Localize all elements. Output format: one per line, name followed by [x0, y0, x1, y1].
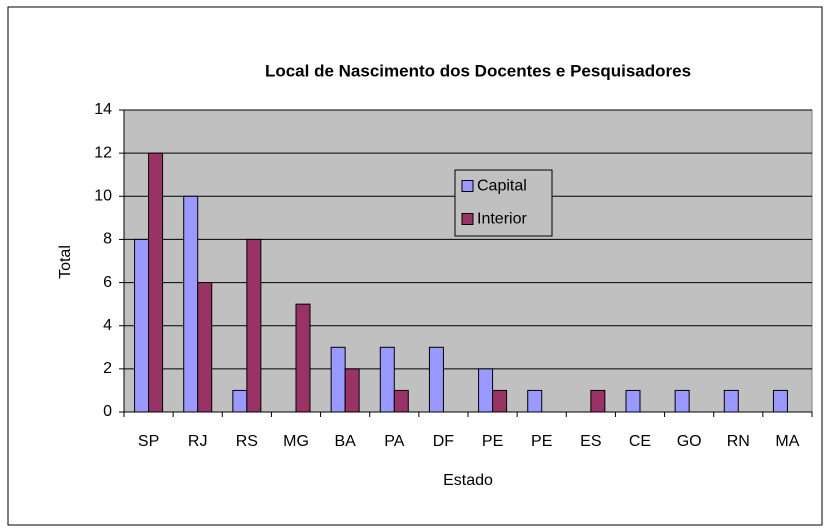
y-tick-label: 4: [103, 317, 112, 334]
y-tick-label: 2: [103, 360, 112, 377]
legend-swatch: [461, 180, 474, 192]
bar: [428, 346, 444, 413]
x-tick-label: GO: [677, 433, 702, 450]
x-tick-label: ES: [580, 433, 601, 450]
x-tick-label: PA: [384, 433, 404, 450]
bar: [393, 389, 409, 413]
bar: [197, 282, 213, 413]
bar: [478, 368, 494, 413]
bar: [379, 346, 395, 413]
x-tick-label: SP: [138, 433, 159, 450]
x-tick-label: RS: [236, 433, 258, 450]
y-tick-label: 8: [103, 231, 112, 248]
x-tick-label: MA: [775, 433, 799, 450]
bar: [625, 389, 641, 413]
x-tick-label: BA: [334, 433, 356, 450]
bar: [134, 238, 150, 413]
y-tick-label: 0: [103, 403, 112, 420]
bar: [148, 152, 164, 413]
bar: [527, 389, 543, 413]
x-axis-label: Estado: [443, 472, 493, 489]
y-tick-label: 12: [94, 144, 112, 161]
y-axis-label: Total: [57, 245, 74, 279]
bar: [492, 389, 508, 413]
bar: [183, 195, 199, 413]
bar: [772, 389, 788, 413]
plot-area: [123, 109, 813, 413]
x-tick-label: MG: [283, 433, 309, 450]
bar: [232, 389, 248, 413]
x-tick-label: CE: [629, 433, 651, 450]
y-tick-label: 6: [103, 274, 112, 291]
bar: [344, 368, 360, 413]
bar: [723, 389, 739, 413]
bar: [330, 346, 346, 413]
legend-label: Capital: [477, 178, 527, 195]
chart-title: Local de Nascimento dos Docentes e Pesqu…: [265, 61, 691, 80]
x-tick-label: PE: [482, 433, 503, 450]
bar: [295, 303, 311, 413]
bar: [590, 389, 606, 413]
x-tick-label: RJ: [188, 433, 208, 450]
x-tick-label: PE: [531, 433, 552, 450]
bar: [246, 238, 262, 413]
y-tick-label: 10: [94, 188, 112, 205]
x-tick-label: DF: [433, 433, 455, 450]
legend-label: Interior: [477, 211, 527, 228]
bar: [674, 389, 690, 413]
legend-swatch: [461, 213, 474, 225]
x-tick-label: RN: [727, 433, 750, 450]
y-tick-label: 14: [94, 101, 112, 118]
